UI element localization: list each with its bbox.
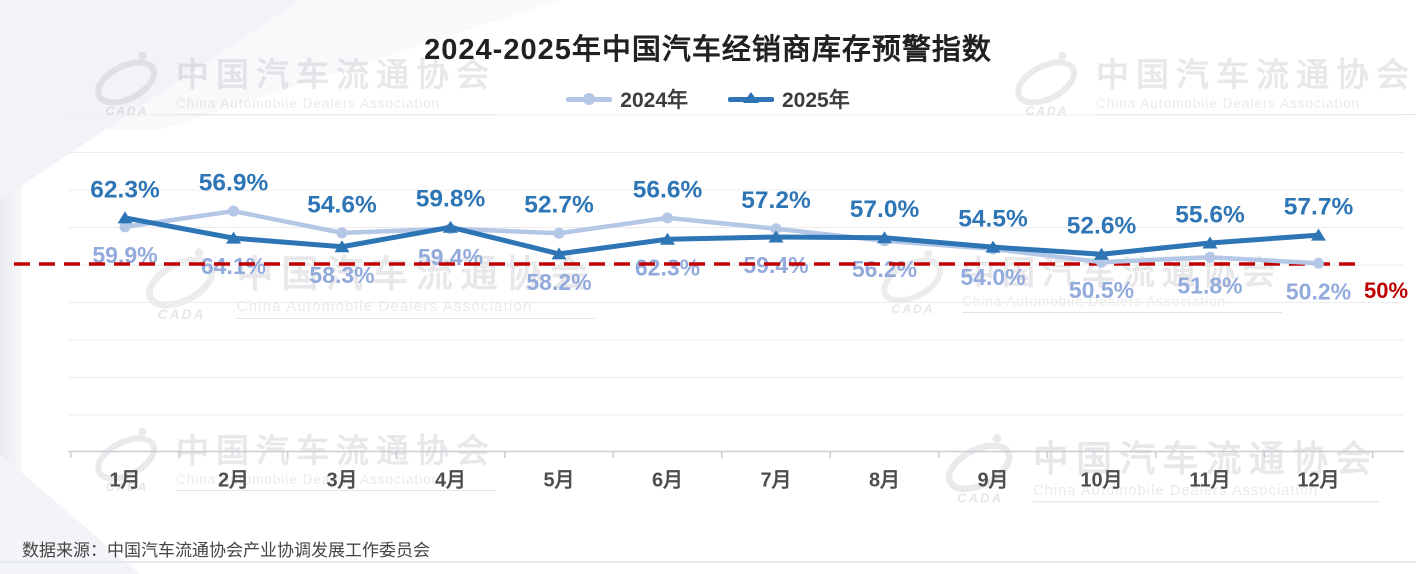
data-label-2025-10月: 52.6% — [1067, 213, 1137, 240]
legend-item-2024: 2024年 — [566, 84, 688, 114]
data-point-2025-9月 — [985, 240, 1001, 253]
x-axis-label-11月: 11月 — [1189, 469, 1230, 491]
data-label-2025-5月: 52.7% — [524, 192, 594, 219]
data-point-2024-2月 — [228, 205, 239, 217]
data-label-2024-6月: 62.3% — [635, 254, 700, 280]
data-point-2025-8月 — [877, 231, 892, 244]
data-point-2025-4月 — [443, 220, 458, 233]
data-label-2024-4月: 59.4% — [418, 244, 483, 270]
series-line-2025 — [122, 215, 1321, 257]
data-label-2025-9月: 54.5% — [958, 206, 1028, 233]
data-point-2025-12月 — [1311, 228, 1326, 241]
data-label-2024-10月: 50.5% — [1069, 277, 1134, 303]
chart-title: 2024-2025年中国汽车经销商库存预警指数 — [424, 34, 992, 66]
data-point-2025-7月 — [768, 230, 784, 243]
x-axis-label-4月: 4月 — [435, 469, 466, 491]
data-point-2024-5月 — [553, 227, 565, 239]
x-axis-label-6月: 6月 — [652, 469, 683, 491]
data-label-2024-8月: 56.2% — [852, 256, 917, 282]
data-label-2025-7月: 57.2% — [741, 187, 811, 214]
series-line-2024 — [122, 208, 1321, 266]
data-label-2025-8月: 57.0% — [850, 196, 920, 223]
data-point-2024-11月 — [1204, 251, 1216, 263]
data-label-2025-2月: 56.9% — [199, 170, 269, 197]
data-label-2024-5月: 58.2% — [526, 269, 591, 295]
data-label-2024-2月: 64.1% — [201, 253, 266, 279]
data-point-2024-1月 — [119, 221, 131, 233]
data-point-2024-6月 — [662, 212, 673, 224]
data-label-2024-12月: 50.2% — [1286, 278, 1351, 304]
data-label-2025-4月: 59.8% — [416, 186, 486, 213]
legend-item-2025: 2025年 — [728, 84, 850, 114]
x-axis-label-9月: 9月 — [977, 469, 1008, 491]
data-point-2025-11月 — [1202, 236, 1218, 249]
x-axis-label-12月: 12月 — [1297, 469, 1339, 491]
data-label-2024-11月: 51.8% — [1177, 272, 1242, 298]
data-point-2025-2月 — [226, 231, 241, 244]
x-axis-label-2月: 2月 — [218, 469, 249, 491]
legend-line-2024-icon — [566, 93, 613, 105]
data-label-2025-12月: 57.7% — [1284, 194, 1354, 221]
bottom-divider — [0, 561, 1416, 563]
data-point-2025-5月 — [551, 247, 567, 260]
data-label-2025-1月: 62.3% — [90, 176, 160, 203]
data-point-2025-6月 — [660, 232, 675, 245]
data-point-2024-12月 — [1313, 257, 1324, 269]
threshold-50-label: 50% — [1364, 278, 1408, 303]
legend-label-2024: 2024年 — [620, 89, 688, 112]
data-label-2025-6月: 56.6% — [633, 176, 703, 203]
legend-line-2025-icon — [728, 91, 774, 103]
x-axis-label-10月: 10月 — [1080, 469, 1122, 491]
data-point-2025-3月 — [334, 240, 350, 253]
chart-legend: 2024年 2025年 — [0, 84, 1416, 114]
data-point-2024-3月 — [336, 227, 348, 239]
data-label-2025-11月: 55.6% — [1175, 201, 1245, 228]
x-axis-label-7月: 7月 — [760, 469, 791, 491]
data-point-2025-1月 — [117, 211, 133, 224]
data-label-2024-3月: 58.3% — [309, 262, 374, 288]
data-point-2024-7月 — [770, 223, 782, 235]
x-axis-label-3月: 3月 — [326, 469, 357, 491]
x-axis-label-1月: 1月 — [109, 469, 140, 491]
x-axis-label-8月: 8月 — [869, 469, 900, 491]
data-source-note: 数据来源：中国汽车流通协会产业协调发展工作委员会 — [22, 541, 430, 560]
data-point-2025-10月 — [1094, 247, 1109, 260]
x-axis-label-5月: 5月 — [543, 469, 574, 491]
data-label-2025-3月: 54.6% — [307, 191, 377, 218]
data-label-2024-9月: 54.0% — [960, 264, 1025, 290]
legend-label-2025: 2025年 — [782, 89, 850, 112]
